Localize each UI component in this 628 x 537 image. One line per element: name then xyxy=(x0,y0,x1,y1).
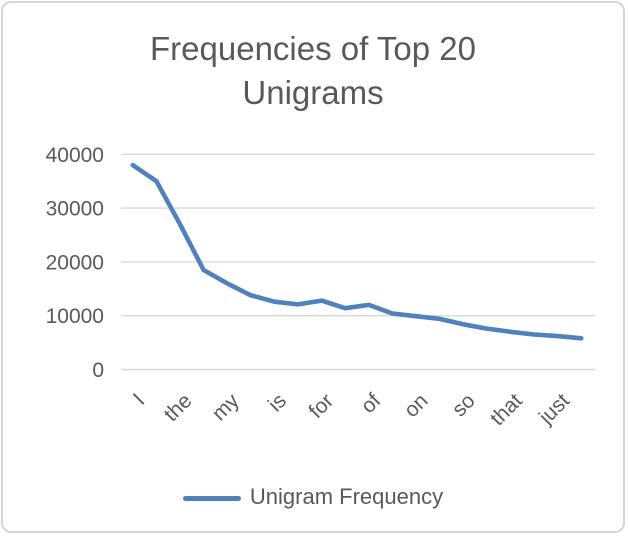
legend: Unigram Frequency xyxy=(3,484,623,510)
x-tick-label: for xyxy=(305,389,339,423)
chart-title-line-2: Unigrams xyxy=(242,74,384,111)
x-tick-label: is xyxy=(264,389,291,416)
legend-label: Unigram Frequency xyxy=(249,484,444,509)
x-tick-label: my xyxy=(208,389,244,425)
x-tick-label: I xyxy=(129,389,149,409)
x-tick-label: the xyxy=(160,389,197,426)
chart-title-line-1: Frequencies of Top 20 xyxy=(150,30,476,67)
series-line xyxy=(130,162,584,341)
y-tick-label: 10000 xyxy=(46,305,104,328)
x-tick-label: just xyxy=(534,389,574,429)
chart-title: Frequencies of Top 20 Unigrams xyxy=(3,27,623,115)
y-tick-label: 0 xyxy=(92,359,104,382)
y-tick-label: 40000 xyxy=(46,144,104,167)
y-tick-label: 30000 xyxy=(46,198,104,221)
plot-area: 0 10000 20000 30000 40000 I the my is for of on so th… xyxy=(46,144,595,430)
y-tick-label: 20000 xyxy=(46,251,104,274)
legend-line-swatch xyxy=(182,495,241,501)
x-tick-label: on xyxy=(400,389,433,422)
x-tick-label: so xyxy=(448,389,480,421)
x-tick-label: that xyxy=(486,389,527,430)
x-tick-label: of xyxy=(357,389,386,418)
